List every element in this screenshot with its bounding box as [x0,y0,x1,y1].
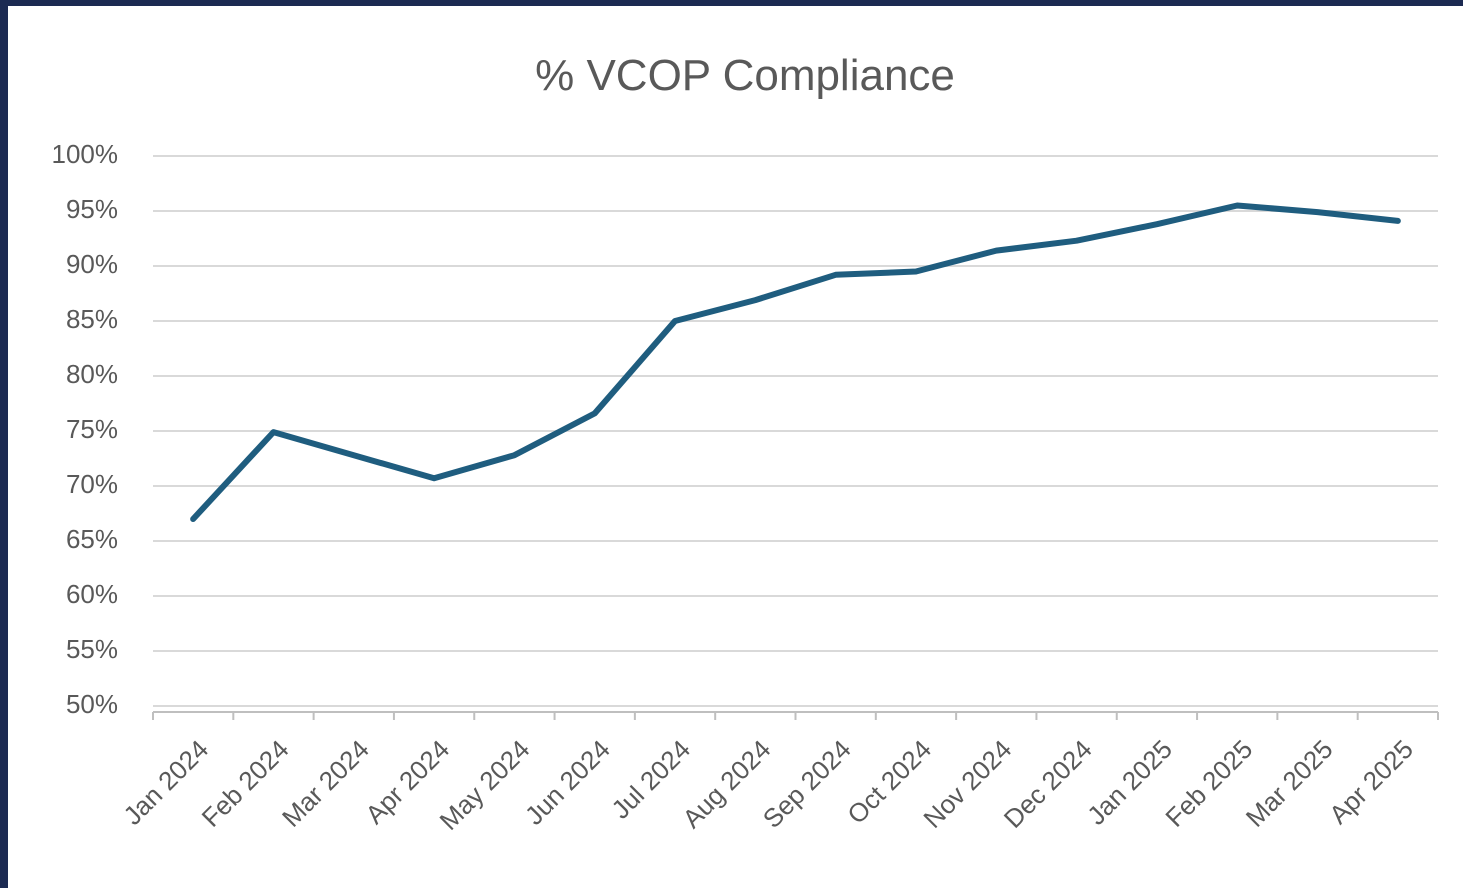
x-tick-label: Jun 2024 [519,734,616,831]
y-tick-label: 90% [66,249,118,279]
y-tick-label: 50% [66,689,118,719]
y-tick-label: 100% [52,139,119,169]
y-tick-label: 80% [66,359,118,389]
chart-frame [8,6,1463,888]
x-tick-label: Feb 2024 [196,734,295,833]
y-tick-label: 85% [66,304,118,334]
chart-title: % VCOP Compliance [535,51,955,100]
x-tick-label: Mar 2024 [276,734,375,833]
data-line [190,202,1401,522]
y-tick-label: 70% [66,469,118,499]
y-tick-label: 65% [66,524,118,554]
x-tick-label: Aug 2024 [677,734,777,834]
x-tick-label: Sep 2024 [757,734,857,834]
y-tick-label: 95% [66,194,118,224]
y-tick-label: 75% [66,414,118,444]
y-tick-label: 60% [66,579,118,609]
x-tick-label: Feb 2025 [1159,734,1258,833]
x-tick-label: Nov 2024 [917,734,1017,834]
x-tick-label: Apr 2025 [1323,734,1419,830]
x-tick-label: Dec 2024 [998,734,1098,834]
x-tick-label: Mar 2025 [1240,734,1339,833]
y-tick-label: 55% [66,634,118,664]
